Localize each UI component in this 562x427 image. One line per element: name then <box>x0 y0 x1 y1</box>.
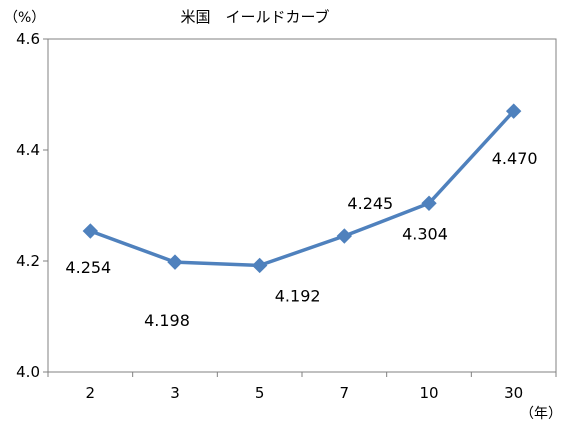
data-point-marker <box>167 254 183 270</box>
x-tick-label: 3 <box>170 384 180 402</box>
data-label: 4.304 <box>402 224 448 243</box>
data-label: 4.198 <box>144 311 190 330</box>
x-tick-label: 30 <box>504 384 523 402</box>
data-point-marker <box>505 103 522 119</box>
x-tick-label: 10 <box>419 384 438 402</box>
y-tick-label: 4.4 <box>16 141 40 159</box>
y-tick-label: 4.6 <box>16 30 40 48</box>
data-label: 4.470 <box>492 149 538 168</box>
x-axis-unit-label: （年） <box>520 406 562 422</box>
data-point-marker <box>421 195 437 211</box>
data-labels: 4.254 4.198 4.192 4.245 4.304 4.470 <box>65 149 537 330</box>
chart-title: 米国 イールドカーブ <box>180 8 329 26</box>
x-tick-label: 5 <box>255 384 265 402</box>
plot-area-frame <box>47 38 557 373</box>
data-label: 4.192 <box>275 286 321 305</box>
y-tick-label: 4.2 <box>16 252 40 270</box>
data-point-marker <box>251 257 268 274</box>
y-tick-label: 4.0 <box>16 363 40 381</box>
series-group <box>82 103 522 274</box>
series-line <box>89 109 515 268</box>
data-point-marker <box>336 228 353 244</box>
data-label: 4.254 <box>65 258 111 277</box>
x-tick-label: 7 <box>340 384 350 402</box>
x-tick-label: 2 <box>86 384 96 402</box>
x-axis: 2 3 5 7 10 30 <box>47 372 557 402</box>
data-label: 4.245 <box>347 194 393 213</box>
y-axis-unit-label: （%） <box>4 10 45 26</box>
y-axis: 4.0 4.2 4.4 4.6 <box>16 30 48 381</box>
data-point-marker <box>82 223 99 239</box>
